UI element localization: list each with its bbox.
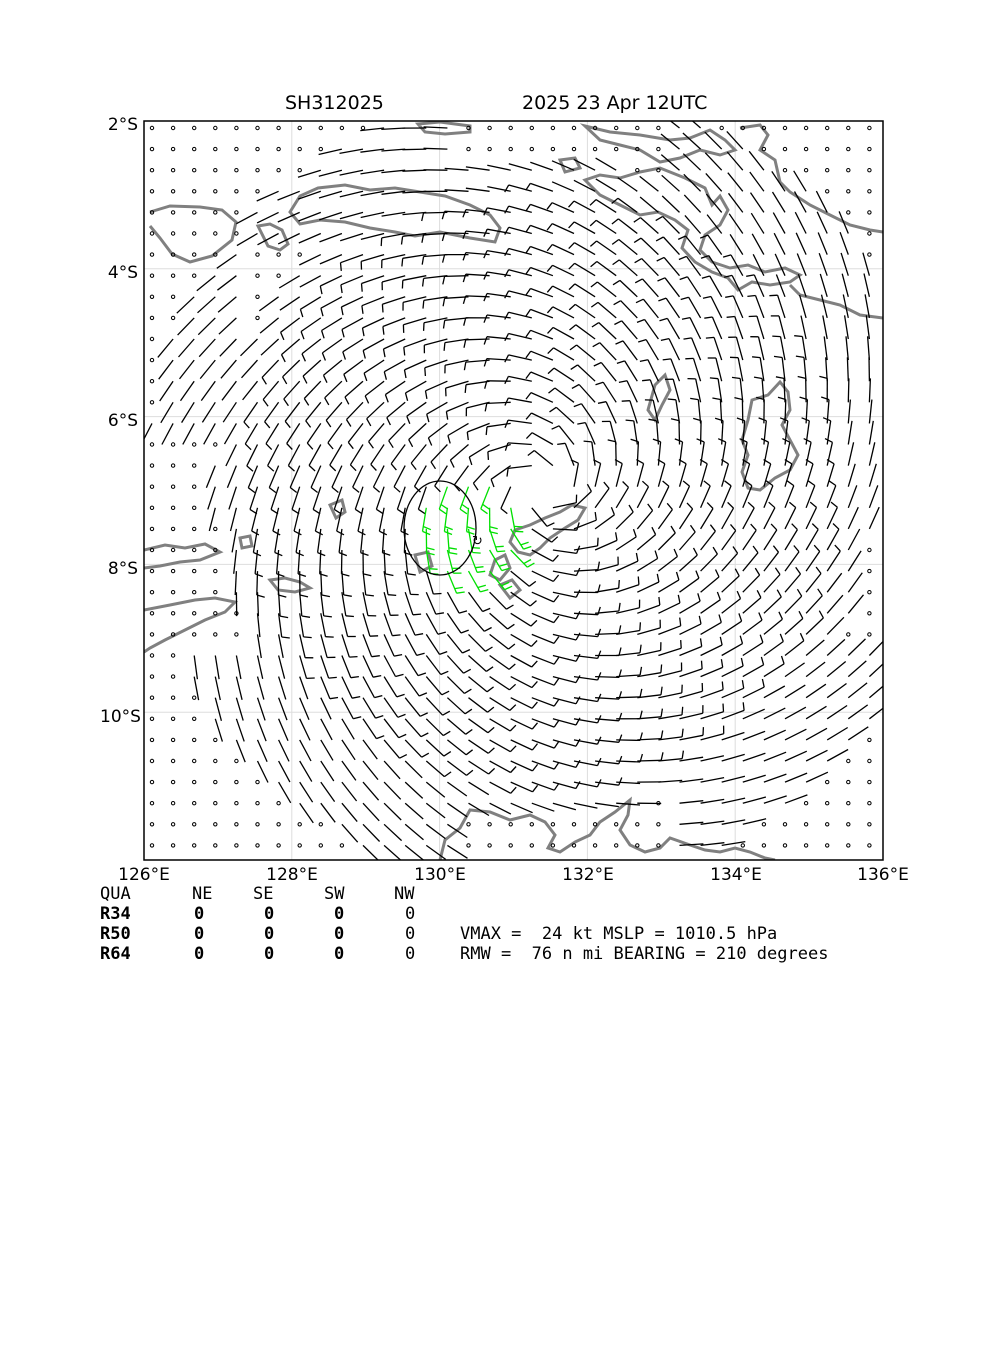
wind-barb-icon <box>848 378 849 402</box>
wind-barb-feather <box>772 336 780 337</box>
wind-barb-feather <box>402 258 403 266</box>
table-header-ne: NE <box>192 884 212 904</box>
wind-barb-icon <box>595 677 619 678</box>
wind-barb-feather <box>722 682 723 690</box>
wind-barb-feather <box>381 238 382 246</box>
r34-sw: 0 <box>334 904 344 924</box>
row-label-r50: R50 <box>100 924 131 944</box>
wind-barb-feather <box>425 368 426 376</box>
wind-barb-feather <box>346 616 354 617</box>
r34-se: 0 <box>264 904 274 924</box>
wind-barb-feather <box>682 707 683 715</box>
wind-barb-feather <box>598 538 599 546</box>
wind-barb-icon <box>258 592 259 616</box>
wind-barb-feather <box>619 580 620 588</box>
wind-barb-icon <box>424 148 448 149</box>
lat-tick-6s: 6°S <box>100 411 138 431</box>
wind-barb-icon <box>616 697 640 698</box>
wind-barb-feather <box>392 635 400 636</box>
table-header-qua: QUA <box>100 884 131 904</box>
wind-barb-feather <box>423 300 424 308</box>
r64-nw: 0 <box>405 944 415 964</box>
wind-barb-feather <box>622 401 630 402</box>
rmw-bearing-line: RMW = 76 n mi BEARING = 210 degrees <box>460 944 828 964</box>
wind-barb-feather <box>640 622 641 630</box>
lon-tick-126e: 126°E <box>118 865 170 885</box>
wind-barb-icon <box>257 571 258 595</box>
lon-tick-136e: 136°E <box>857 865 909 885</box>
wind-barb-feather <box>429 569 437 570</box>
wind-barb-feather <box>626 420 634 421</box>
r50-se: 0 <box>264 924 274 944</box>
wind-barb-feather <box>486 427 487 435</box>
wind-barb-feather <box>444 343 445 351</box>
wind-barb-feather <box>349 657 357 658</box>
wind-barb-feather <box>743 702 744 710</box>
wind-barb-feather <box>433 594 441 595</box>
wind-radii-table: QUA NE SE SW NW R34 0 0 0 0 R50 0 0 0 0 … <box>100 884 440 968</box>
wind-barb-feather <box>465 385 466 393</box>
storm-center-icon: ↻ <box>472 534 483 549</box>
table-header-nw: NW <box>394 884 414 904</box>
wind-barb-feather <box>706 337 714 338</box>
wind-barb-feather <box>584 441 592 442</box>
r34-nw: 0 <box>405 904 415 924</box>
wind-barb-feather <box>752 357 760 358</box>
wind-map: ↻ <box>0 0 1000 1000</box>
wind-barb-feather <box>659 597 660 605</box>
r34-ne: 0 <box>194 904 204 924</box>
wind-barb-icon <box>616 442 617 466</box>
r50-nw: 0 <box>405 924 415 944</box>
wind-barb-feather <box>727 317 735 318</box>
wind-barb-feather <box>497 551 505 552</box>
wind-barb-feather <box>747 296 755 297</box>
wind-barb-icon <box>616 740 640 741</box>
wind-barb-feather <box>473 553 481 554</box>
wind-barb-feather <box>304 637 312 638</box>
wind-barb-icon <box>847 357 848 381</box>
r50-ne: 0 <box>194 924 204 944</box>
wind-barb-feather <box>642 380 650 381</box>
wind-barb-feather <box>638 577 639 585</box>
r64-sw: 0 <box>334 944 344 964</box>
wind-barb-feather <box>488 452 489 460</box>
wind-barb-feather <box>514 526 522 527</box>
svg-text:↻: ↻ <box>472 534 483 549</box>
wind-barb-feather <box>341 263 342 271</box>
table-header-sw: SW <box>324 884 344 904</box>
row-label-r34: R34 <box>100 904 131 924</box>
wind-barb-feather <box>769 295 777 296</box>
lat-tick-4s: 4°S <box>100 263 138 283</box>
wind-barb-icon <box>402 149 426 150</box>
row-label-r64: R64 <box>100 944 131 964</box>
vmax-mslp-line: VMAX = 24 kt MSLP = 1010.5 hPa <box>460 924 777 944</box>
wind-barb-feather <box>515 531 523 532</box>
lon-tick-132e: 132°E <box>562 865 614 885</box>
wind-barb-feather <box>794 336 802 337</box>
lat-tick-2s: 2°S <box>100 115 138 135</box>
lon-tick-128e: 128°E <box>266 865 318 885</box>
wind-barb-feather <box>388 595 396 596</box>
r64-se: 0 <box>264 944 274 964</box>
wind-barb-feather <box>329 677 337 678</box>
lat-tick-10s: 10°S <box>100 707 138 727</box>
wind-barb-feather <box>362 284 363 292</box>
wind-barb-feather <box>702 661 703 669</box>
lon-tick-134e: 134°E <box>710 865 762 885</box>
r64-ne: 0 <box>194 944 204 964</box>
wind-barb-feather <box>681 640 682 648</box>
wind-barb-feather <box>404 347 405 355</box>
wind-barb-feather <box>496 546 504 547</box>
lon-tick-130e: 130°E <box>414 865 466 885</box>
wind-barb-feather <box>413 614 421 615</box>
wind-barb-icon <box>637 760 661 761</box>
wind-barb-feather <box>723 704 724 712</box>
wind-barb-feather <box>710 378 718 379</box>
wind-barb-feather <box>668 399 676 400</box>
lat-tick-8s: 8°S <box>100 559 138 579</box>
r50-sw: 0 <box>334 924 344 944</box>
wind-barb-feather <box>382 304 383 312</box>
wind-barb-feather <box>661 665 662 673</box>
table-header-se: SE <box>253 884 273 904</box>
